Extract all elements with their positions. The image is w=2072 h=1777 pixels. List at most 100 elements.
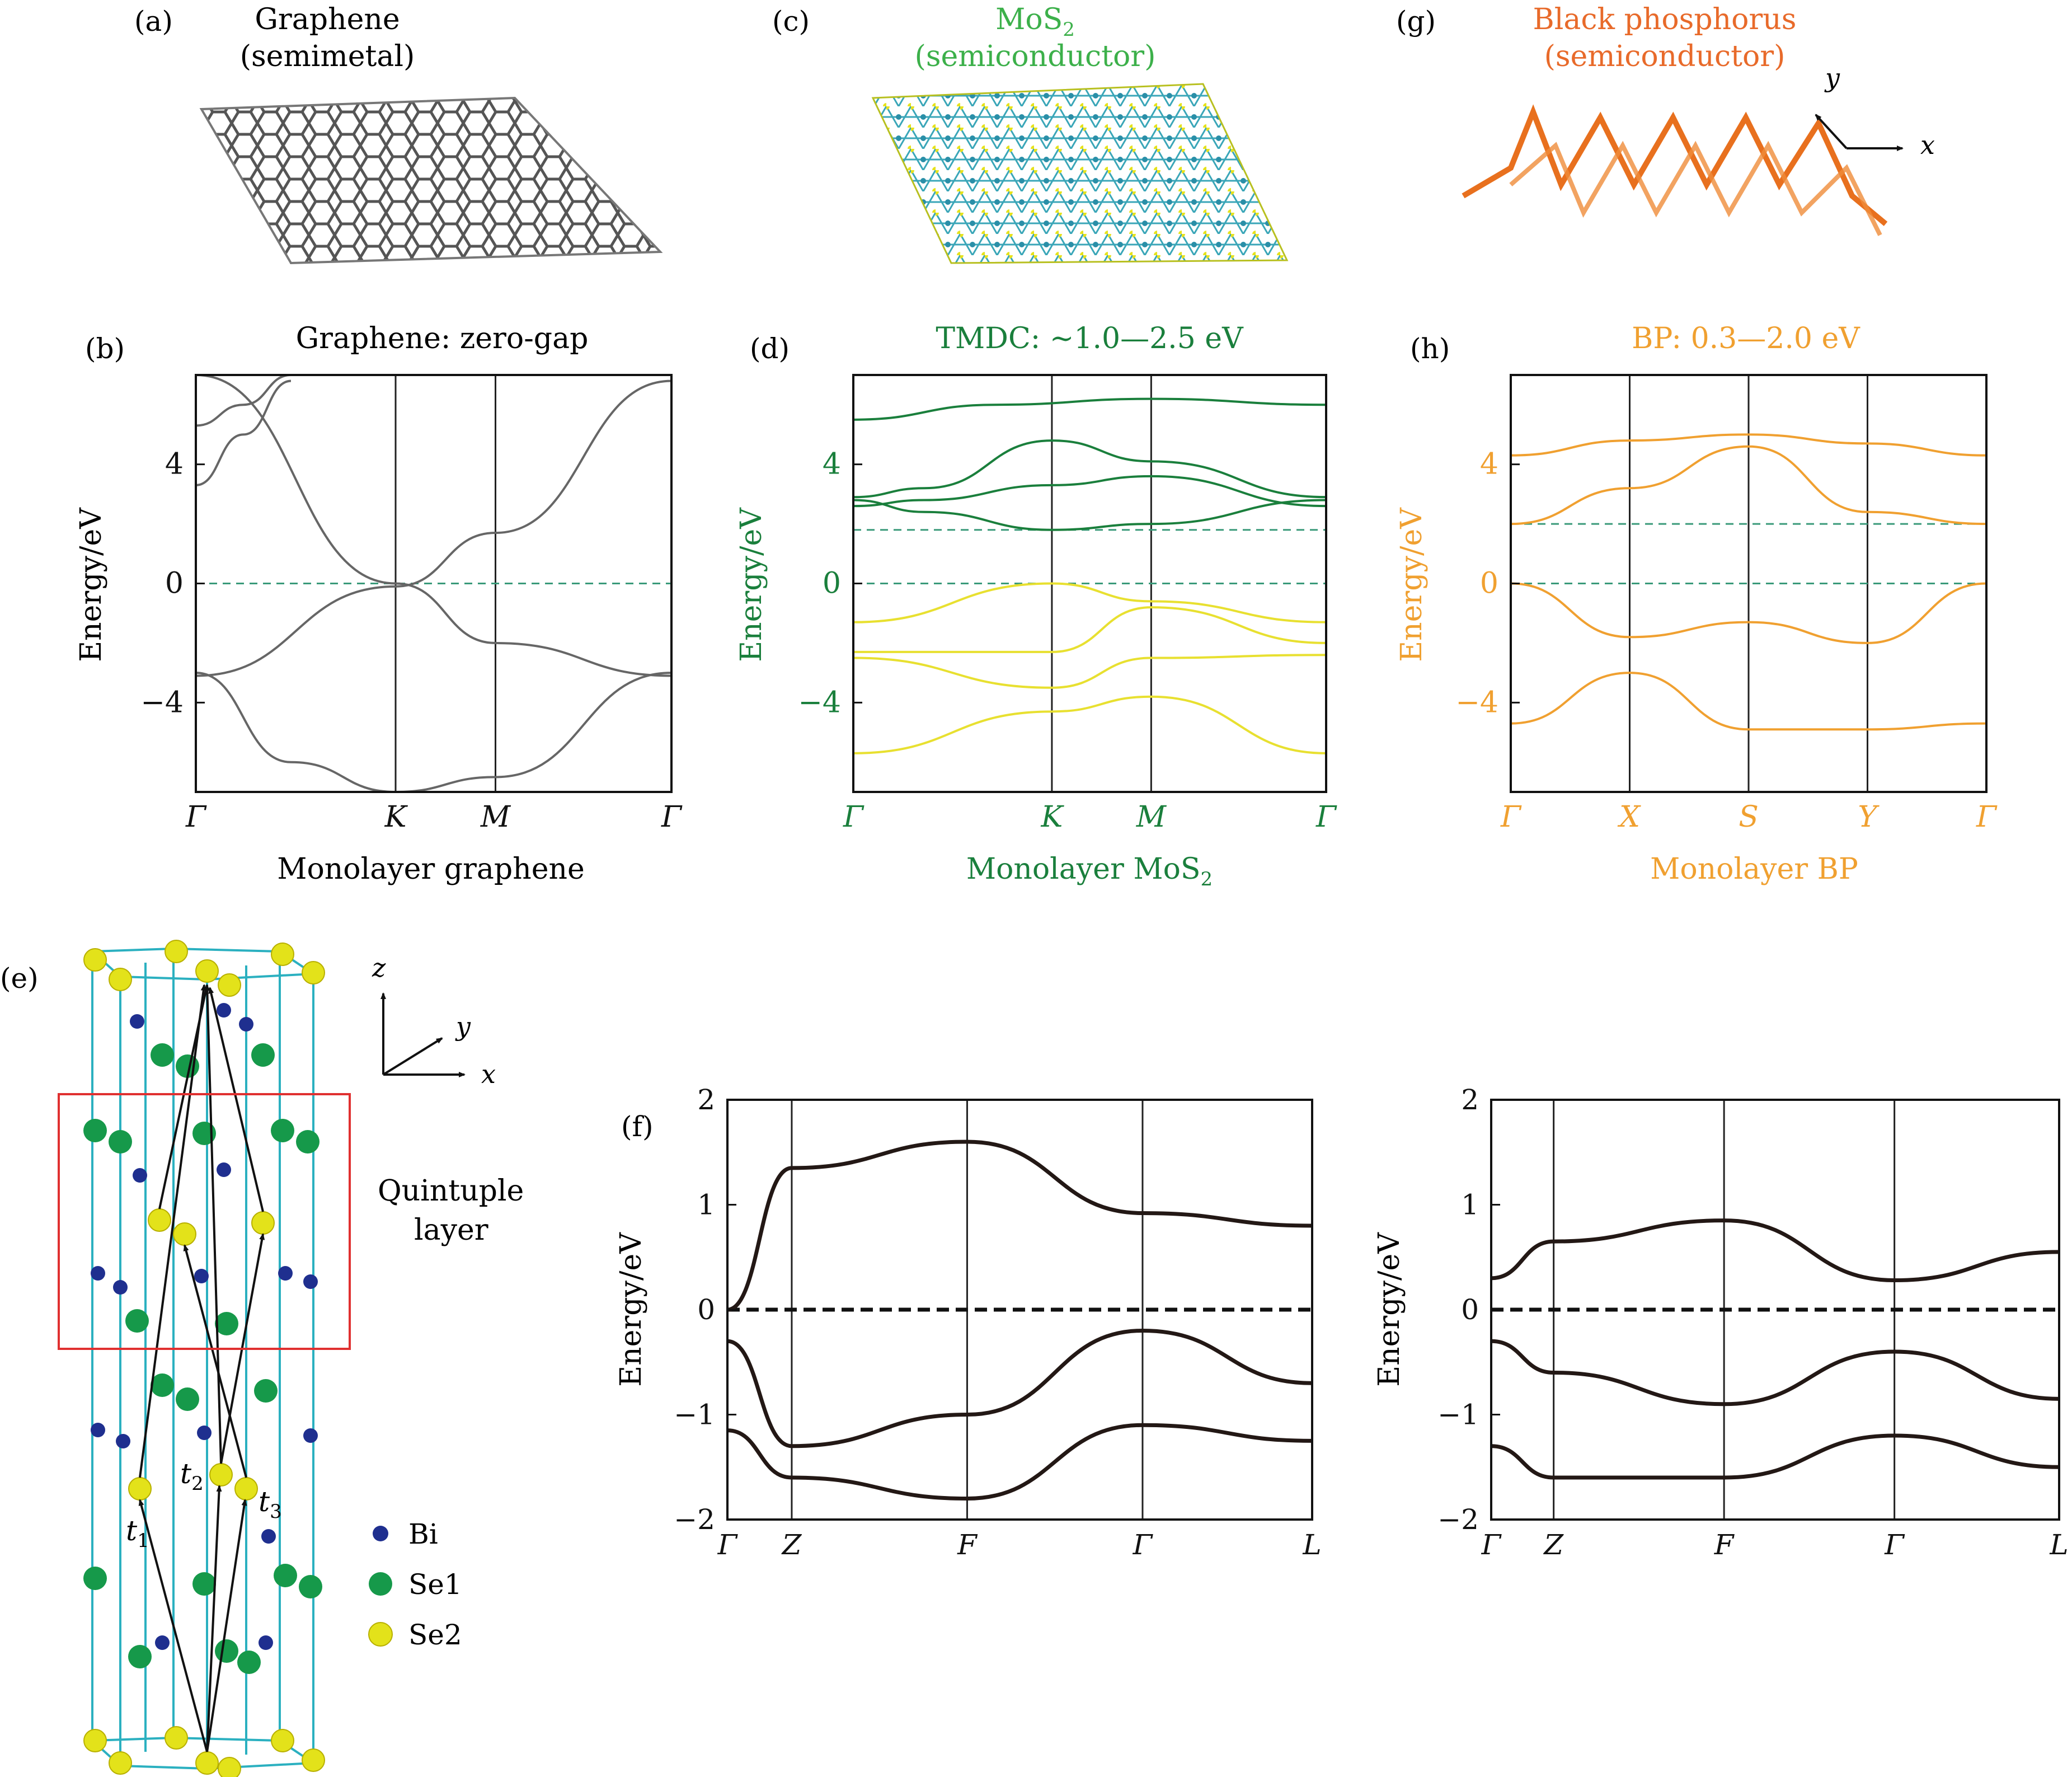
- panel-h-xlabel: Monolayer BP: [1650, 852, 1858, 886]
- t1-label: t1: [126, 1515, 149, 1552]
- legend-se1-label: Se1: [408, 1568, 462, 1601]
- bi2se3-band-1: [1491, 1339, 2060, 1406]
- mos2-valence-band-0: [853, 582, 1327, 623]
- x-tick-label-3: Γ: [1315, 800, 1337, 834]
- unit-cell-frame: [89, 947, 317, 1770]
- bp-x-axis-label: x: [1920, 130, 1935, 160]
- bi2se3-band-2: [727, 1423, 1313, 1501]
- y-tick-label-0: −2: [674, 1503, 715, 1536]
- bp-band-3: [1510, 433, 1987, 457]
- quintuple-layer-box: [58, 1093, 351, 1350]
- mos2-lattice-image: [871, 83, 1289, 264]
- x-tick-label-1: Z: [781, 1528, 802, 1561]
- panel-a-title-line1: Graphene: [255, 3, 400, 36]
- y-tick-label-1: 0: [823, 567, 841, 601]
- legend-bi-label: Bi: [408, 1518, 438, 1550]
- panel-h-letter: (h): [1410, 332, 1450, 365]
- panel-c-title-line1: MoS2: [995, 3, 1075, 41]
- y-tick-label-2: 4: [1480, 448, 1498, 481]
- quintuple-layer-label-line2: layer: [414, 1213, 488, 1247]
- y-tick-label-2: 0: [697, 1293, 715, 1326]
- bp-y-axis-label: y: [1824, 63, 1840, 93]
- graphene-band-4: [195, 374, 292, 427]
- x-tick-label-4: L: [1302, 1528, 1321, 1561]
- legend-bi-swatch: [373, 1526, 388, 1541]
- y-tick-label-3: 1: [697, 1189, 715, 1221]
- chart-f-left: −2 −1 0 1 2 Γ Z F Γ L: [674, 1084, 1321, 1561]
- mos2-valence-band-2: [853, 654, 1327, 689]
- graphene-band-0: [195, 374, 672, 677]
- y-tick-label-1: 0: [165, 567, 184, 601]
- y-tick-label-1: −1: [1437, 1399, 1479, 1431]
- x-tick-label-3: Y: [1858, 800, 1880, 834]
- x-tick-label-1: K: [1040, 800, 1064, 834]
- legend-se2-label: Se2: [408, 1619, 462, 1651]
- panel-d-xlabel: Monolayer MoS2: [966, 852, 1213, 890]
- bp-y-axis-arrow: [1815, 114, 1848, 149]
- bi2se3-band-2: [1491, 1433, 2060, 1480]
- panel-g-letter: (g): [1396, 5, 1436, 37]
- y-tick-label-0: −4: [140, 686, 184, 719]
- x-tick-label-3: Γ: [661, 800, 683, 834]
- bp-puckered-chain: [1462, 104, 1888, 226]
- y-tick-label-4: 2: [1461, 1084, 1479, 1116]
- panel-h-ylabel: Energy/eV: [1395, 507, 1429, 662]
- mos2-conduction-band-2: [853, 475, 1327, 508]
- mos2-conduction-band-0: [853, 499, 1327, 531]
- x-tick-label-1: X: [1617, 800, 1641, 834]
- y-tick-label-1: −1: [674, 1399, 715, 1431]
- mos2-valence-band-1: [853, 606, 1327, 653]
- bi2se3-band-0: [1491, 1218, 2060, 1283]
- legend-se1-swatch: [369, 1572, 392, 1596]
- panel-d-letter: (d): [750, 332, 790, 365]
- bp-band-1: [1510, 582, 1987, 644]
- panel-f-ylabel-right: Energy/eV: [1373, 1232, 1406, 1387]
- y-tick-label-2: 0: [1461, 1293, 1479, 1326]
- x-tick-label-4: Γ: [1976, 800, 1998, 834]
- bi-atoms: [91, 1003, 318, 1650]
- x-tick-label-2: F: [957, 1528, 978, 1561]
- bp-band-2: [1510, 672, 1987, 731]
- atom-legend: Bi Se1 Se2: [368, 1518, 462, 1651]
- x-tick-label-0: Γ: [185, 800, 207, 834]
- panel-d-title: TMDC: ~1.0—2.5 eV: [936, 322, 1244, 355]
- panel-a-title-line2: (semimetal): [240, 40, 415, 73]
- x-tick-label-0: Γ: [1481, 1528, 1502, 1561]
- x-tick-label-4: L: [2049, 1528, 2068, 1561]
- panel-d-mos2-bands: (d) TMDC: ~1.0—2.5 eV Energy/eV Monolaye…: [735, 322, 1337, 890]
- x-tick-label-2: M: [1136, 800, 1167, 834]
- panel-e-letter: (e): [0, 962, 39, 995]
- hopping-vectors: [138, 984, 265, 1752]
- panel-b-ylabel: Energy/eV: [74, 507, 108, 662]
- y-tick-label-2: 4: [823, 448, 841, 481]
- axis-x-label: x: [481, 1059, 496, 1089]
- axis-y-label: y: [455, 1011, 471, 1042]
- x-tick-label-0: Γ: [717, 1528, 739, 1561]
- panel-c-mos2-structure: (c) MoS2 (semiconductor): [772, 3, 1289, 264]
- panel-b-title: Graphene: zero-gap: [296, 322, 589, 355]
- panel-c-title-line2: (semiconductor): [915, 40, 1156, 73]
- graphene-band-2: [195, 672, 672, 794]
- bi2se3-band-0: [727, 1140, 1313, 1312]
- panel-g-bp-structure: (g) Black phosphorus (semiconductor) x y: [1396, 3, 1935, 236]
- chart-d: −4 0 4 Γ K M Γ: [798, 374, 1337, 834]
- quintuple-layer-label-line1: Quintuple: [378, 1174, 524, 1208]
- panel-f-letter: (f): [621, 1110, 654, 1143]
- xyz-axes: [380, 992, 466, 1077]
- y-tick-label-0: −2: [1437, 1503, 1479, 1536]
- chart-f-right: −2 −1 0 1 2 Γ Z F Γ L: [1437, 1084, 2068, 1561]
- chart-h: −4 0 4 Γ X S Y Γ: [1455, 374, 1998, 834]
- panel-c-letter: (c): [772, 5, 810, 37]
- mos2-conduction-band-3: [853, 397, 1327, 421]
- bp-puckered-chain-back: [1509, 140, 1882, 236]
- panel-d-ylabel: Energy/eV: [735, 507, 768, 662]
- panel-b-letter: (b): [85, 332, 125, 365]
- panel-a-graphene-structure: (a) Graphene (semimetal): [134, 3, 663, 265]
- x-tick-label-2: F: [1714, 1528, 1735, 1561]
- panel-b-xlabel: Monolayer graphene: [277, 852, 584, 886]
- graphene-sheet-image: [199, 96, 663, 265]
- x-tick-label-2: S: [1739, 800, 1759, 834]
- panel-a-letter: (a): [134, 5, 173, 37]
- se2-atoms: [83, 940, 325, 1777]
